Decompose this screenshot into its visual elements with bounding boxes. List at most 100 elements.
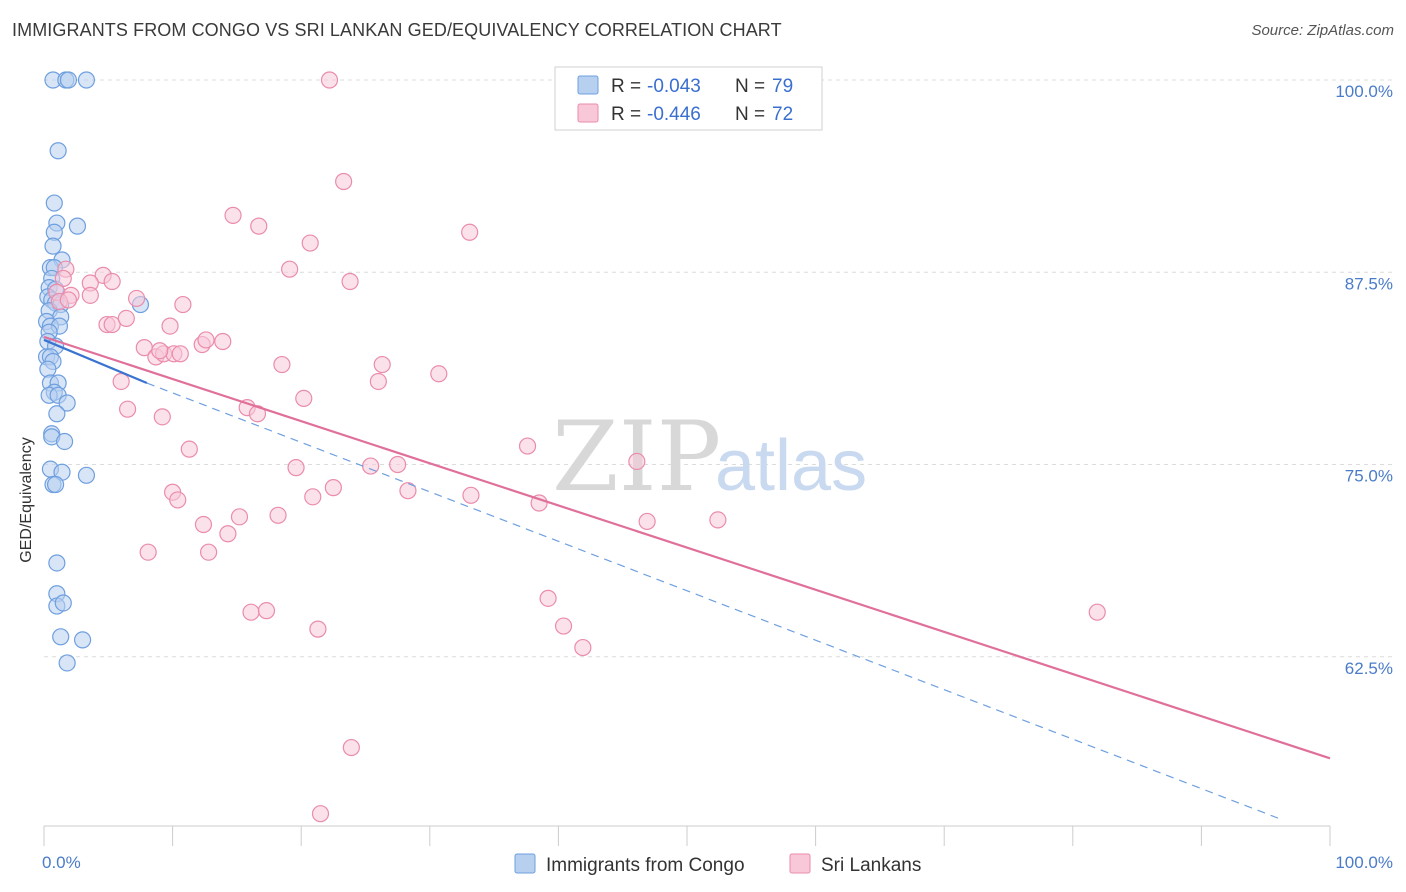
point-srilankans [554, 617, 573, 635]
trend-line-congo [43, 338, 148, 385]
point-srilankans [373, 355, 391, 374]
point-srilankans [539, 589, 557, 607]
point-srilankans [709, 511, 727, 529]
legend-swatch-congo [577, 75, 599, 95]
tick-labels: 62.5% 75.0% 87.5% 100.0% 0.0% 100.0% [42, 82, 1393, 872]
point-congo [77, 466, 96, 484]
legend-box [554, 66, 823, 131]
point-srilankans [518, 437, 537, 455]
point-srilankans [117, 309, 135, 328]
point-srilankans [324, 479, 342, 497]
point-srilankans [112, 372, 130, 391]
point-srilankans [54, 269, 72, 288]
point-srilankans [197, 331, 215, 349]
point-congo [58, 654, 76, 672]
point-srilankans [242, 603, 260, 621]
bottom-legend-srilankans: Sri Lankans [821, 855, 921, 876]
legend-swatch-srilankans [577, 103, 599, 123]
point-congo [46, 475, 65, 494]
point-srilankans [335, 172, 353, 191]
point-srilankans [320, 71, 339, 89]
point-congo [48, 405, 66, 423]
y-tick-label: 62.5% [1345, 659, 1393, 678]
point-srilankans [219, 525, 237, 543]
point-srilankans [250, 217, 268, 235]
y-tick-label: 87.5% [1345, 274, 1393, 293]
x-tick-label-min: 0.0% [42, 853, 81, 872]
series-congo-points [37, 71, 150, 672]
y-tick-label: 75.0% [1345, 467, 1393, 486]
point-srilankans [224, 206, 242, 224]
point-srilankans [389, 455, 407, 474]
point-srilankans [153, 408, 171, 426]
point-srilankans [81, 286, 99, 304]
point-srilankans [287, 459, 305, 477]
point-srilankans [342, 738, 360, 757]
point-congo [77, 71, 96, 89]
point-srilankans [118, 400, 137, 418]
point-srilankans [311, 805, 330, 823]
point-srilankans [180, 440, 198, 458]
legend-r-value-srilankans: -0.446 [647, 104, 701, 125]
point-congo [68, 217, 87, 235]
point-srilankans [462, 486, 480, 504]
point-srilankans [399, 482, 417, 500]
point-srilankans [530, 494, 548, 512]
point-congo [39, 360, 57, 378]
point-srilankans [341, 272, 359, 291]
trend-line-srilankans [43, 335, 1331, 760]
point-congo [58, 394, 76, 412]
legend-r-label-congo: R = [611, 76, 641, 97]
point-srilankans [430, 365, 448, 383]
y-axis-label: GED/Equivalency [18, 437, 35, 562]
point-srilankans [230, 508, 249, 526]
watermark: ZIP atlas [552, 401, 867, 513]
grid-lines [44, 79, 1393, 658]
point-srilankans [301, 234, 319, 252]
point-congo [59, 71, 78, 89]
point-srilankans [628, 452, 646, 471]
point-srilankans [309, 620, 327, 638]
point-srilankans [295, 389, 313, 407]
trend-line-congo-extended [146, 382, 1279, 819]
legend-n-label-congo: N = [735, 76, 765, 97]
point-srilankans [151, 342, 169, 360]
bottom-legend-congo: Immigrants from Congo [546, 855, 745, 876]
axes [43, 825, 1331, 846]
point-congo [44, 237, 62, 255]
point-srilankans [461, 223, 479, 241]
point-srilankans [281, 260, 299, 278]
x-tick-label-max: 100.0% [1335, 853, 1393, 872]
source-label: Source: ZipAtlas.com [1251, 22, 1394, 39]
series-srilankans-points [48, 71, 1106, 823]
point-congo [45, 194, 63, 212]
legend-r-value-congo: -0.043 [647, 76, 701, 97]
point-srilankans [139, 543, 157, 561]
point-srilankans [127, 289, 146, 308]
point-srilankans [273, 355, 291, 374]
bottom-legend-swatch-srilankans [789, 853, 811, 874]
point-srilankans [1088, 603, 1106, 621]
legend-n-label-srilankans: N = [735, 104, 765, 125]
point-srilankans [194, 515, 213, 534]
point-srilankans [171, 345, 189, 363]
bottom-legend-swatch-congo [514, 853, 536, 874]
point-srilankans [214, 332, 232, 351]
point-congo [52, 628, 70, 646]
chart-title: IMMIGRANTS FROM CONGO VS SRI LANKAN GED/… [12, 20, 782, 40]
legend: R = -0.043 N = 79 R = -0.446 N = 72 [554, 66, 823, 131]
legend-r-label-srilankans: R = [611, 104, 641, 125]
point-srilankans [638, 512, 656, 531]
point-srilankans [574, 638, 592, 657]
point-srilankans [257, 602, 276, 620]
y-tick-label: 100.0% [1335, 82, 1393, 101]
point-srilankans [269, 506, 287, 524]
point-srilankans [169, 491, 187, 509]
point-congo [48, 554, 66, 572]
legend-n-value-congo: 79 [772, 76, 793, 97]
point-srilankans [174, 295, 192, 314]
point-congo [49, 142, 67, 160]
point-srilankans [200, 543, 218, 561]
bottom-legend: Immigrants from Congo Sri Lankans [514, 853, 921, 876]
